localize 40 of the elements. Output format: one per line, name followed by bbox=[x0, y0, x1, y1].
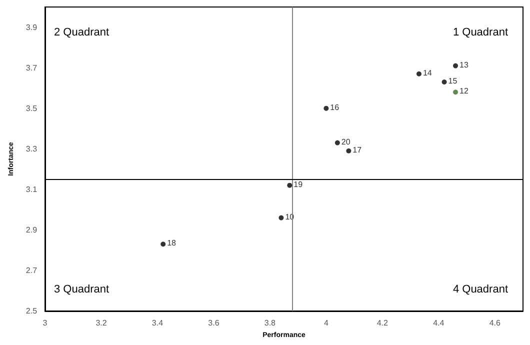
point bbox=[442, 79, 447, 84]
x-tick-label: 3.4 bbox=[152, 318, 164, 328]
y-tick-label: 2.7 bbox=[26, 266, 38, 275]
y-tick-label: 3.5 bbox=[26, 104, 38, 113]
annotation: 14 bbox=[422, 68, 432, 78]
annotation: 18 bbox=[167, 238, 177, 248]
x-tick-label: 3.2 bbox=[96, 318, 108, 328]
x-tick-label: 4.6 bbox=[489, 318, 501, 328]
y-tick-label: 3.7 bbox=[26, 63, 38, 72]
point bbox=[324, 106, 329, 111]
x-tick-label: 3.6 bbox=[208, 318, 220, 328]
annotation: 13 bbox=[460, 60, 469, 70]
point bbox=[346, 148, 352, 154]
annotation: 4 Quadrant bbox=[452, 284, 508, 296]
annotation: 15 bbox=[448, 76, 458, 86]
y-tick-label: 3.3 bbox=[26, 144, 38, 154]
y-tick-label: 3.9 bbox=[26, 22, 38, 32]
annotation: 12 bbox=[460, 86, 469, 96]
x-tick-label: 3 bbox=[42, 318, 48, 328]
point bbox=[160, 242, 166, 247]
x-tick-label: 3.8 bbox=[264, 318, 276, 328]
annotation: 16 bbox=[330, 102, 340, 112]
annotation: 3 Quadrant bbox=[54, 284, 110, 296]
point bbox=[287, 182, 292, 188]
annotation: 17 bbox=[352, 145, 362, 154]
x-tick-label: 4.2 bbox=[376, 318, 389, 328]
point bbox=[416, 71, 422, 76]
point bbox=[278, 215, 284, 220]
y-tick-label: 3.1 bbox=[26, 184, 38, 194]
annotation: 20 bbox=[341, 137, 351, 146]
annotation: 19 bbox=[294, 180, 304, 189]
point bbox=[453, 90, 458, 95]
annotation: 1 Quadrant bbox=[452, 26, 508, 38]
point bbox=[334, 140, 340, 146]
y-tick-label: 2.9 bbox=[26, 225, 38, 234]
annotation: 2 Quadrant bbox=[54, 26, 110, 38]
point bbox=[453, 63, 458, 68]
x-tick-label: 4 bbox=[324, 318, 329, 328]
x-tick-label: 4.4 bbox=[433, 318, 445, 328]
y-tick-label: 2.5 bbox=[26, 306, 38, 316]
